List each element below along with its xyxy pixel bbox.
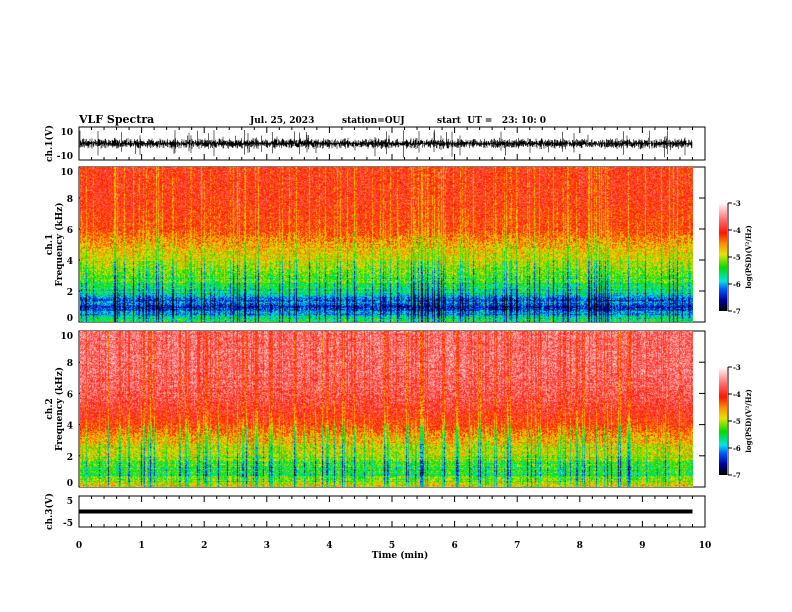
y-axis-label-frequency: Frequency (kHz) [54, 202, 65, 286]
y-tick-label: -5 [63, 519, 73, 529]
x-tick-label: 7 [514, 541, 520, 551]
colorbar-label: log(PSD)(V²/Hz) [744, 225, 753, 289]
start-time-label: start UT = 23: 10: 0 [437, 116, 546, 126]
y-tick-label: 0 [67, 314, 73, 324]
colorbar-tick-label: -5 [733, 417, 741, 426]
ch2-colorbar [719, 367, 727, 475]
ch1-colorbar [719, 203, 727, 311]
y-tick-label: 5 [67, 497, 73, 507]
y-axis-label: ch.1(V) [44, 125, 55, 162]
colorbar-tick-label: -7 [733, 307, 741, 316]
y-tick-label: 6 [67, 390, 73, 400]
x-tick-label: 3 [264, 541, 270, 551]
y-tick-label: -10 [57, 152, 73, 162]
colorbar-tick-label: -6 [733, 444, 741, 453]
y-axis-label: ch.3(V) [44, 493, 55, 530]
station-label: station=OUJ [342, 116, 405, 126]
y-tick-label: 10 [60, 332, 73, 342]
y-tick-label: 10 [60, 128, 73, 138]
x-tick-label: 10 [699, 541, 712, 551]
y-tick-label: 2 [67, 453, 73, 463]
x-tick-label: 9 [639, 541, 645, 551]
x-tick-label: 6 [451, 541, 457, 551]
x-axis-label: Time (min) [372, 550, 429, 561]
y-tick-label: 8 [67, 195, 73, 205]
y-axis-label-channel: ch.2 [45, 398, 55, 419]
y-axis-label-channel: ch.1 [45, 234, 55, 255]
y-tick-label: 6 [67, 226, 73, 236]
colorbar-tick-label: -4 [733, 390, 741, 399]
colorbar-tick-label: -3 [733, 199, 741, 208]
x-tick-label: 2 [201, 541, 207, 551]
y-tick-label: 2 [67, 288, 73, 298]
colorbar-tick-label: -3 [733, 363, 741, 372]
x-tick-label: 1 [138, 541, 144, 551]
y-tick-label: 4 [67, 422, 73, 432]
colorbar-label: log(PSD)(V²/Hz) [744, 389, 753, 453]
y-tick-label: 10 [60, 168, 73, 178]
date-label: Jul. 25, 2023 [249, 116, 314, 126]
y-tick-label: 4 [67, 257, 73, 267]
x-tick-label: 8 [577, 541, 583, 551]
figure-title: VLF Spectra [78, 113, 154, 126]
ch2-spectrogram-heatmap [80, 331, 693, 487]
colorbar-tick-label: -6 [733, 280, 741, 289]
x-tick-label: 4 [326, 541, 332, 551]
x-tick-label: 0 [76, 541, 82, 551]
ch1-waveform-line [79, 129, 693, 158]
y-tick-label: 8 [67, 359, 73, 369]
ch1-spectrogram-heatmap [80, 167, 693, 322]
x-tick-label: 5 [389, 541, 395, 551]
y-tick-label: 0 [67, 479, 73, 489]
y-axis-label-frequency: Frequency (kHz) [54, 367, 65, 451]
colorbar-tick-label: -5 [733, 253, 741, 262]
colorbar-tick-label: -4 [733, 226, 741, 235]
colorbar-tick-label: -7 [733, 471, 741, 480]
